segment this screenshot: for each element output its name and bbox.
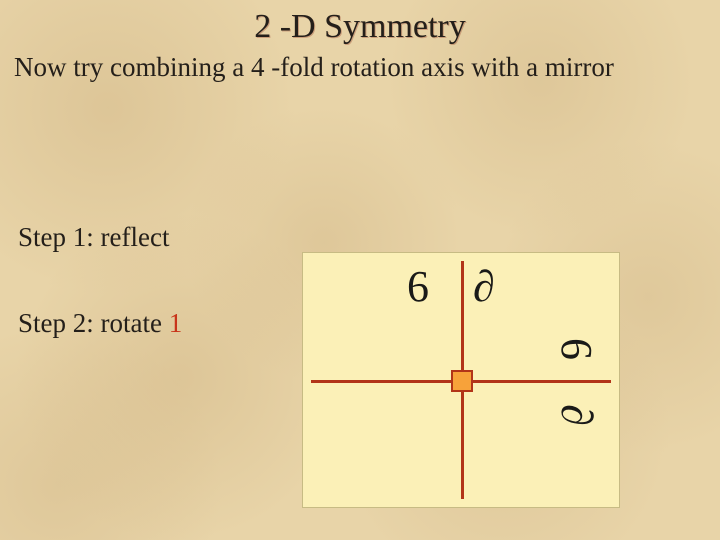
symmetry-diagram: 6 ∂ 6 ∂ bbox=[302, 252, 620, 508]
motif-1: ∂ bbox=[473, 265, 495, 309]
center-symbol bbox=[451, 370, 473, 392]
step-1-label: Step 1: reflect bbox=[18, 222, 169, 253]
subtitle: Now try combining a 4 -fold rotation axi… bbox=[0, 46, 720, 83]
motif-2: 6 bbox=[554, 338, 598, 360]
motif-0: 6 bbox=[407, 265, 429, 309]
step-2-prefix: Step 2: rotate bbox=[18, 308, 169, 338]
step-2-highlight: 1 bbox=[169, 308, 183, 338]
motif-3: ∂ bbox=[554, 404, 598, 426]
step-2-label: Step 2: rotate 1 bbox=[18, 308, 182, 339]
page-title: 2 -D Symmetry bbox=[0, 0, 720, 46]
